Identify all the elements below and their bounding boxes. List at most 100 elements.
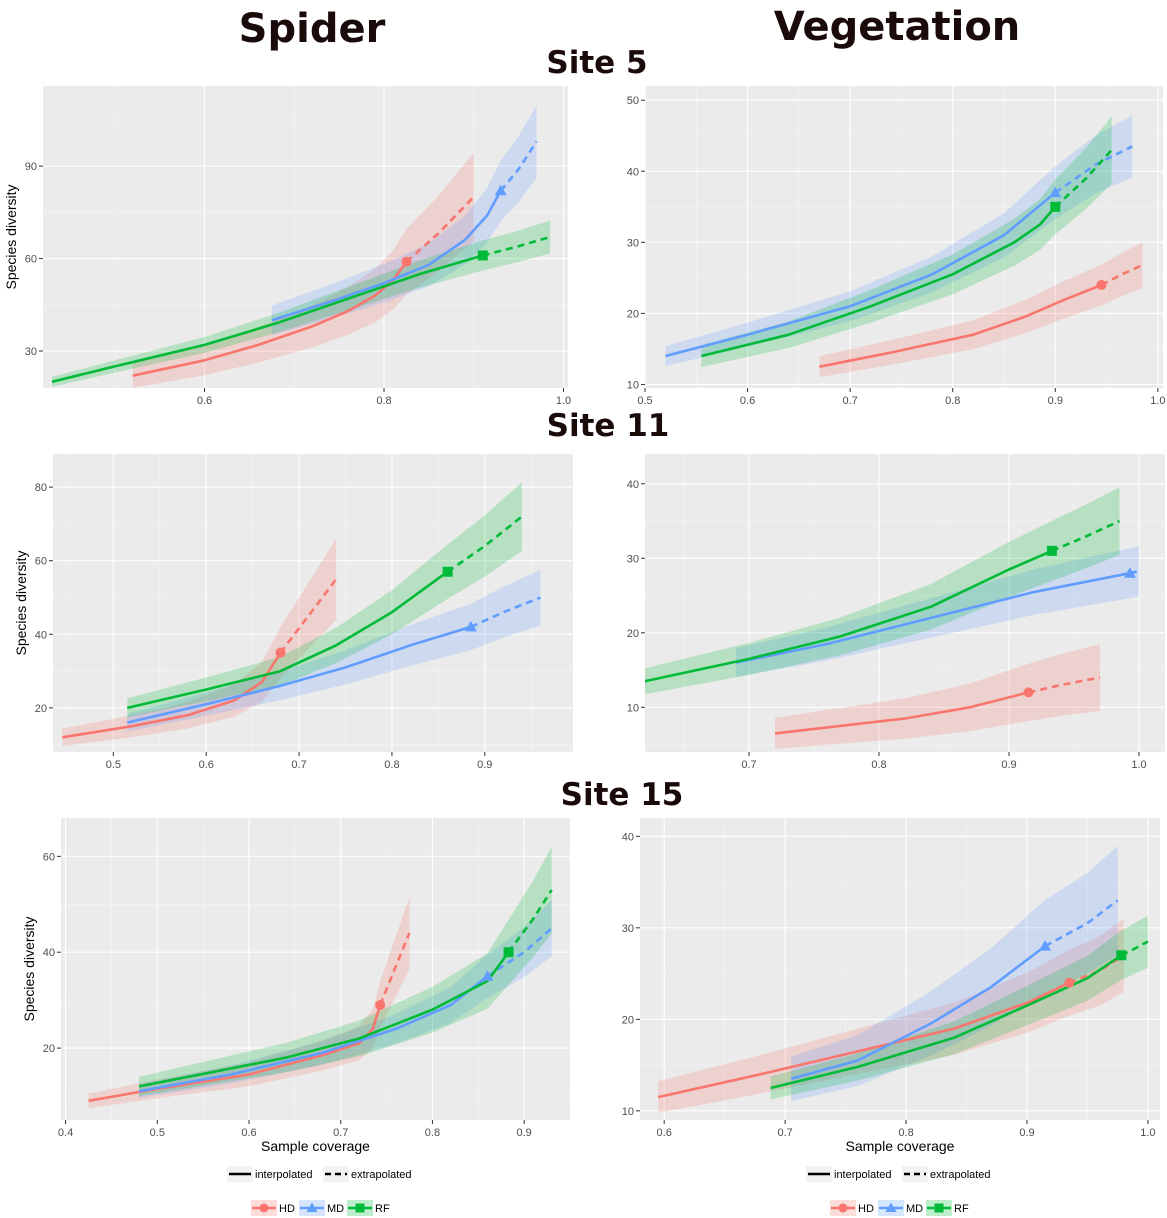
panel-background [43,86,568,388]
line-interpolated-HD [62,652,282,739]
legend-label-RF: RF [375,1203,390,1215]
column-title-vegetation: Vegetation [774,4,1021,50]
legend-marker-RF [355,1203,365,1213]
y-tick-label: 20 [627,308,639,320]
ci-band-RF [701,116,1112,367]
x-tick-label: 0.6 [740,395,755,407]
x-tick-label: 0.7 [333,1127,348,1139]
x-tick-label: 1.0 [1140,1127,1155,1139]
panel-background [61,818,570,1120]
plot-area [657,846,1149,1113]
y-tick-label: 20 [43,1043,55,1055]
line-extrapolated-MD [470,596,541,629]
point-RF [503,947,514,958]
x-tick-label: 0.6 [241,1127,256,1139]
y-tick-label: 40 [627,479,639,491]
x-tick-label: 0.8 [384,759,399,771]
legend-label-MD: MD [906,1203,923,1215]
line-interpolated-HD [132,260,408,377]
point-HD [1096,279,1107,290]
line-interpolated-HD [657,981,1070,1099]
y-tick-label: 60 [43,851,55,863]
x-tick-label: 0.7 [741,759,756,771]
ci-band-HD [658,918,1124,1113]
panel-1: 0.6 0.8 1.0 30 60 90 Species diversity [3,86,571,407]
line-extrapolated-HD [279,578,338,654]
legend-label-interpolated: interpolated [255,1169,313,1181]
ci-band-MD [736,545,1139,677]
line-interpolated-MD [735,571,1131,664]
x-tick-label: 0.9 [516,1127,531,1139]
y-axis-label: Species diversity [13,550,29,655]
line-interpolated-MD [127,625,472,724]
line-interpolated-MD [790,945,1046,1081]
legend-label-extrapolated: extrapolated [351,1169,412,1181]
line-interpolated-RF [138,951,510,1088]
legend-marker-MD [885,1202,897,1212]
legend-vegetation: interpolated extrapolated HD MD RF [806,1166,991,1216]
point-MD [494,184,507,196]
y-tick-label: 10 [622,1106,634,1118]
line-extrapolated-MD [499,140,538,192]
point-RF [442,566,453,577]
ci-band-RF [770,915,1148,1100]
panel-5: 0.4 0.5 0.6 0.7 0.8 0.9 20 40 60 Species diversit… [21,818,571,1154]
plot-area [62,482,541,747]
x-tick-label: 0.4 [58,1127,73,1139]
x-axis-label: Sample coverage [846,1138,955,1154]
line-extrapolated-HD [405,195,475,263]
ci-band-RF [127,482,522,718]
ci-band-HD [132,152,474,388]
y-tick-label: 90 [25,161,37,173]
x-tick-label: 1.0 [1131,759,1146,771]
line-extrapolated-RF [482,235,551,257]
panel-background [53,454,573,752]
point-HD [401,256,412,267]
legend-marker-HD [259,1203,269,1213]
x-tick-label: 0.7 [777,1127,792,1139]
legend-label-HD: HD [279,1203,295,1215]
x-tick-label: 0.8 [376,395,391,407]
x-tick-label: 0.5 [637,395,652,407]
point-MD [481,970,494,981]
line-interpolated-RF [645,549,1053,683]
x-tick-label: 0.5 [106,759,121,771]
y-tick-label: 30 [25,346,37,358]
x-tick-label: 1.0 [556,395,571,407]
x-tick-label: 0.6 [199,759,214,771]
legend-label-MD: MD [327,1203,344,1215]
panel-3: 0.5 0.6 0.7 0.8 0.9 20 40 60 80 Species diversity [13,454,573,771]
y-tick-label: 30 [627,553,639,565]
y-tick-label: 80 [35,482,47,494]
line-extrapolated-HD [1100,263,1144,287]
line-extrapolated-RF [446,515,523,573]
point-RF [477,250,488,261]
legend-label-RF: RF [954,1203,969,1215]
ci-band-MD [665,115,1133,366]
plot-area [88,846,553,1109]
x-tick-label: 0.9 [1001,759,1016,771]
line-extrapolated-MD [1054,145,1133,194]
ci-band-RF [52,220,551,387]
panel-background [645,454,1165,752]
line-extrapolated-HD [378,932,411,1006]
site-title-5: Site 5 [546,45,647,81]
ci-band-HD [775,644,1100,749]
x-tick-label: 1.0 [1150,395,1165,407]
y-tick-label: 50 [627,95,639,107]
line-interpolated-HD [774,691,1029,735]
y-tick-label: 60 [35,556,47,568]
point-HD [275,647,286,658]
line-interpolated-RF [51,254,484,384]
line-extrapolated-RF [1051,519,1121,553]
y-tick-label: 20 [627,628,639,640]
line-interpolated-RF [770,954,1123,1090]
line-interpolated-RF [701,205,1057,358]
point-HD [1064,977,1075,988]
legend-marker-MD [306,1202,318,1212]
line-extrapolated-RF [1054,149,1113,208]
y-tick-label: 10 [627,379,639,391]
x-tick-label: 0.5 [150,1127,165,1139]
